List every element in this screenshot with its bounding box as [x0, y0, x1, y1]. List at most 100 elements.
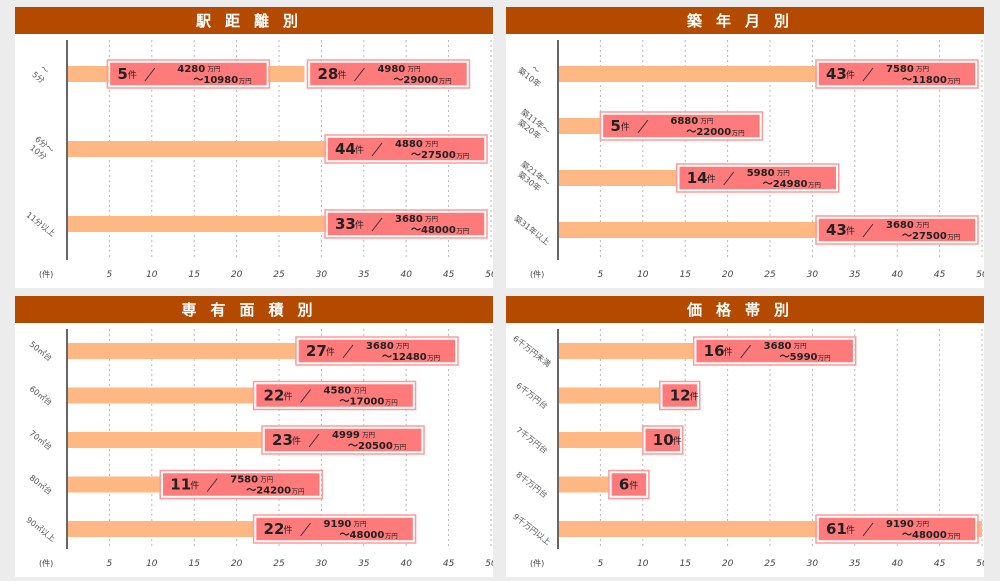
x-axis-unit: (件)	[530, 269, 544, 279]
svg-text:築21年～築30年: 築21年～築30年	[513, 159, 552, 196]
svg-text:90㎡以上: 90㎡以上	[24, 515, 56, 543]
x-tick-label: 35	[358, 559, 370, 569]
price-unit: 万円	[777, 169, 790, 177]
category-label: 築11年～築20年	[513, 107, 552, 144]
svg-text:築31年以上: 築31年以上	[512, 213, 551, 247]
count-value: 28	[317, 65, 338, 83]
price-unit: 万円	[456, 152, 469, 160]
data-label: 10 件	[642, 425, 684, 455]
count-value: 43	[826, 65, 847, 83]
price-max: ～22000	[686, 127, 731, 138]
count-suffix: 件	[326, 346, 335, 358]
count-value: 14	[687, 169, 708, 187]
x-tick-label: 5	[107, 270, 113, 280]
count-suffix: 件	[846, 225, 855, 237]
count-value: 33	[335, 215, 356, 233]
price-min: 9190	[324, 519, 352, 530]
price-min: 3680	[395, 214, 423, 225]
price-unit: 万円	[427, 354, 440, 362]
x-tick-label: 45	[443, 559, 455, 569]
separator	[371, 217, 383, 232]
x-tick-label: 40	[400, 559, 412, 569]
price-min: 4980	[377, 64, 405, 75]
svg-text:11分以上: 11分以上	[24, 210, 56, 238]
count-suffix: 件	[629, 480, 638, 492]
separator	[300, 522, 311, 537]
price-unit: 万円	[260, 476, 273, 484]
count-suffix: 件	[707, 173, 716, 185]
price-max: ～27500	[411, 150, 456, 161]
x-tick-label: 50	[485, 559, 493, 569]
price-unit: 万円	[354, 387, 367, 395]
category-label: 6千万円台	[514, 380, 549, 411]
count-value: 23	[272, 431, 293, 449]
svg-text:60㎡台: 60㎡台	[28, 383, 55, 407]
panel-station: 駅距離別 5101520253035404550(件)～5分5件4280万円～1…	[15, 7, 493, 288]
svg-text:7千万円台: 7千万円台	[514, 425, 549, 456]
bar	[559, 476, 609, 493]
price-min: 9190	[886, 519, 914, 530]
x-tick-label: 45	[934, 270, 946, 280]
category-label: 6分～10分	[28, 135, 55, 162]
svg-text:築11年～築20年: 築11年～築20年	[513, 107, 552, 144]
category-label: 11分以上	[24, 210, 56, 238]
separator	[723, 171, 735, 186]
bar	[559, 343, 694, 359]
price-unit: 万円	[818, 354, 831, 362]
price-min: 4880	[395, 139, 423, 150]
price-unit: 万円	[362, 431, 375, 439]
category-label: 7千万円台	[514, 425, 549, 456]
price-unit: 万円	[732, 129, 745, 137]
x-tick-label: 15	[679, 270, 691, 280]
svg-text:50㎡台: 50㎡台	[28, 339, 55, 363]
panel-price: 価格帯別 5101520253035404550(件)6千万円未満16件3680…	[506, 296, 984, 577]
separator	[862, 522, 874, 537]
price-min: 7580	[230, 475, 258, 486]
svg-text:～築10年: ～築10年	[516, 58, 548, 89]
price-max: ～10980	[193, 75, 238, 86]
panel-title: 駅距離別	[15, 7, 493, 34]
count-suffix: 件	[690, 391, 699, 403]
x-tick-label: 5	[598, 559, 604, 569]
x-tick-label: 40	[400, 270, 412, 280]
bar	[559, 432, 643, 448]
price-unit: 万円	[425, 215, 438, 223]
count-value: 22	[264, 520, 285, 538]
count-value: 12	[670, 387, 691, 405]
price-max: ～12480	[382, 352, 427, 363]
count-suffix: 件	[724, 346, 733, 358]
count-suffix: 件	[621, 121, 630, 133]
x-tick-label: 30	[807, 559, 819, 569]
x-tick-label: 20	[231, 270, 243, 280]
x-tick-label: 10	[146, 270, 158, 280]
price-max: ～48000	[340, 530, 385, 541]
bar	[559, 118, 601, 134]
count-suffix: 件	[284, 391, 293, 403]
panel-title: 価格帯別	[506, 296, 984, 323]
price-unit: 万円	[385, 532, 398, 540]
count-value: 11	[170, 476, 191, 494]
count-value: 22	[264, 387, 285, 405]
price-min: 3680	[764, 341, 792, 352]
count-suffix: 件	[128, 69, 137, 81]
x-tick-label: 50	[485, 270, 493, 280]
price-max: ～24980	[763, 179, 808, 190]
panel-age: 築年月別 5101520253035404550(件)～築10年43件7580万…	[506, 7, 984, 288]
count-suffix: 件	[284, 524, 293, 536]
bar	[559, 170, 677, 186]
x-tick-label: 30	[316, 270, 328, 280]
price-unit: 万円	[916, 520, 929, 528]
category-label: 90㎡以上	[24, 515, 56, 543]
price-unit: 万円	[916, 65, 929, 73]
count-suffix: 件	[673, 435, 682, 447]
price-unit: 万円	[239, 77, 252, 85]
